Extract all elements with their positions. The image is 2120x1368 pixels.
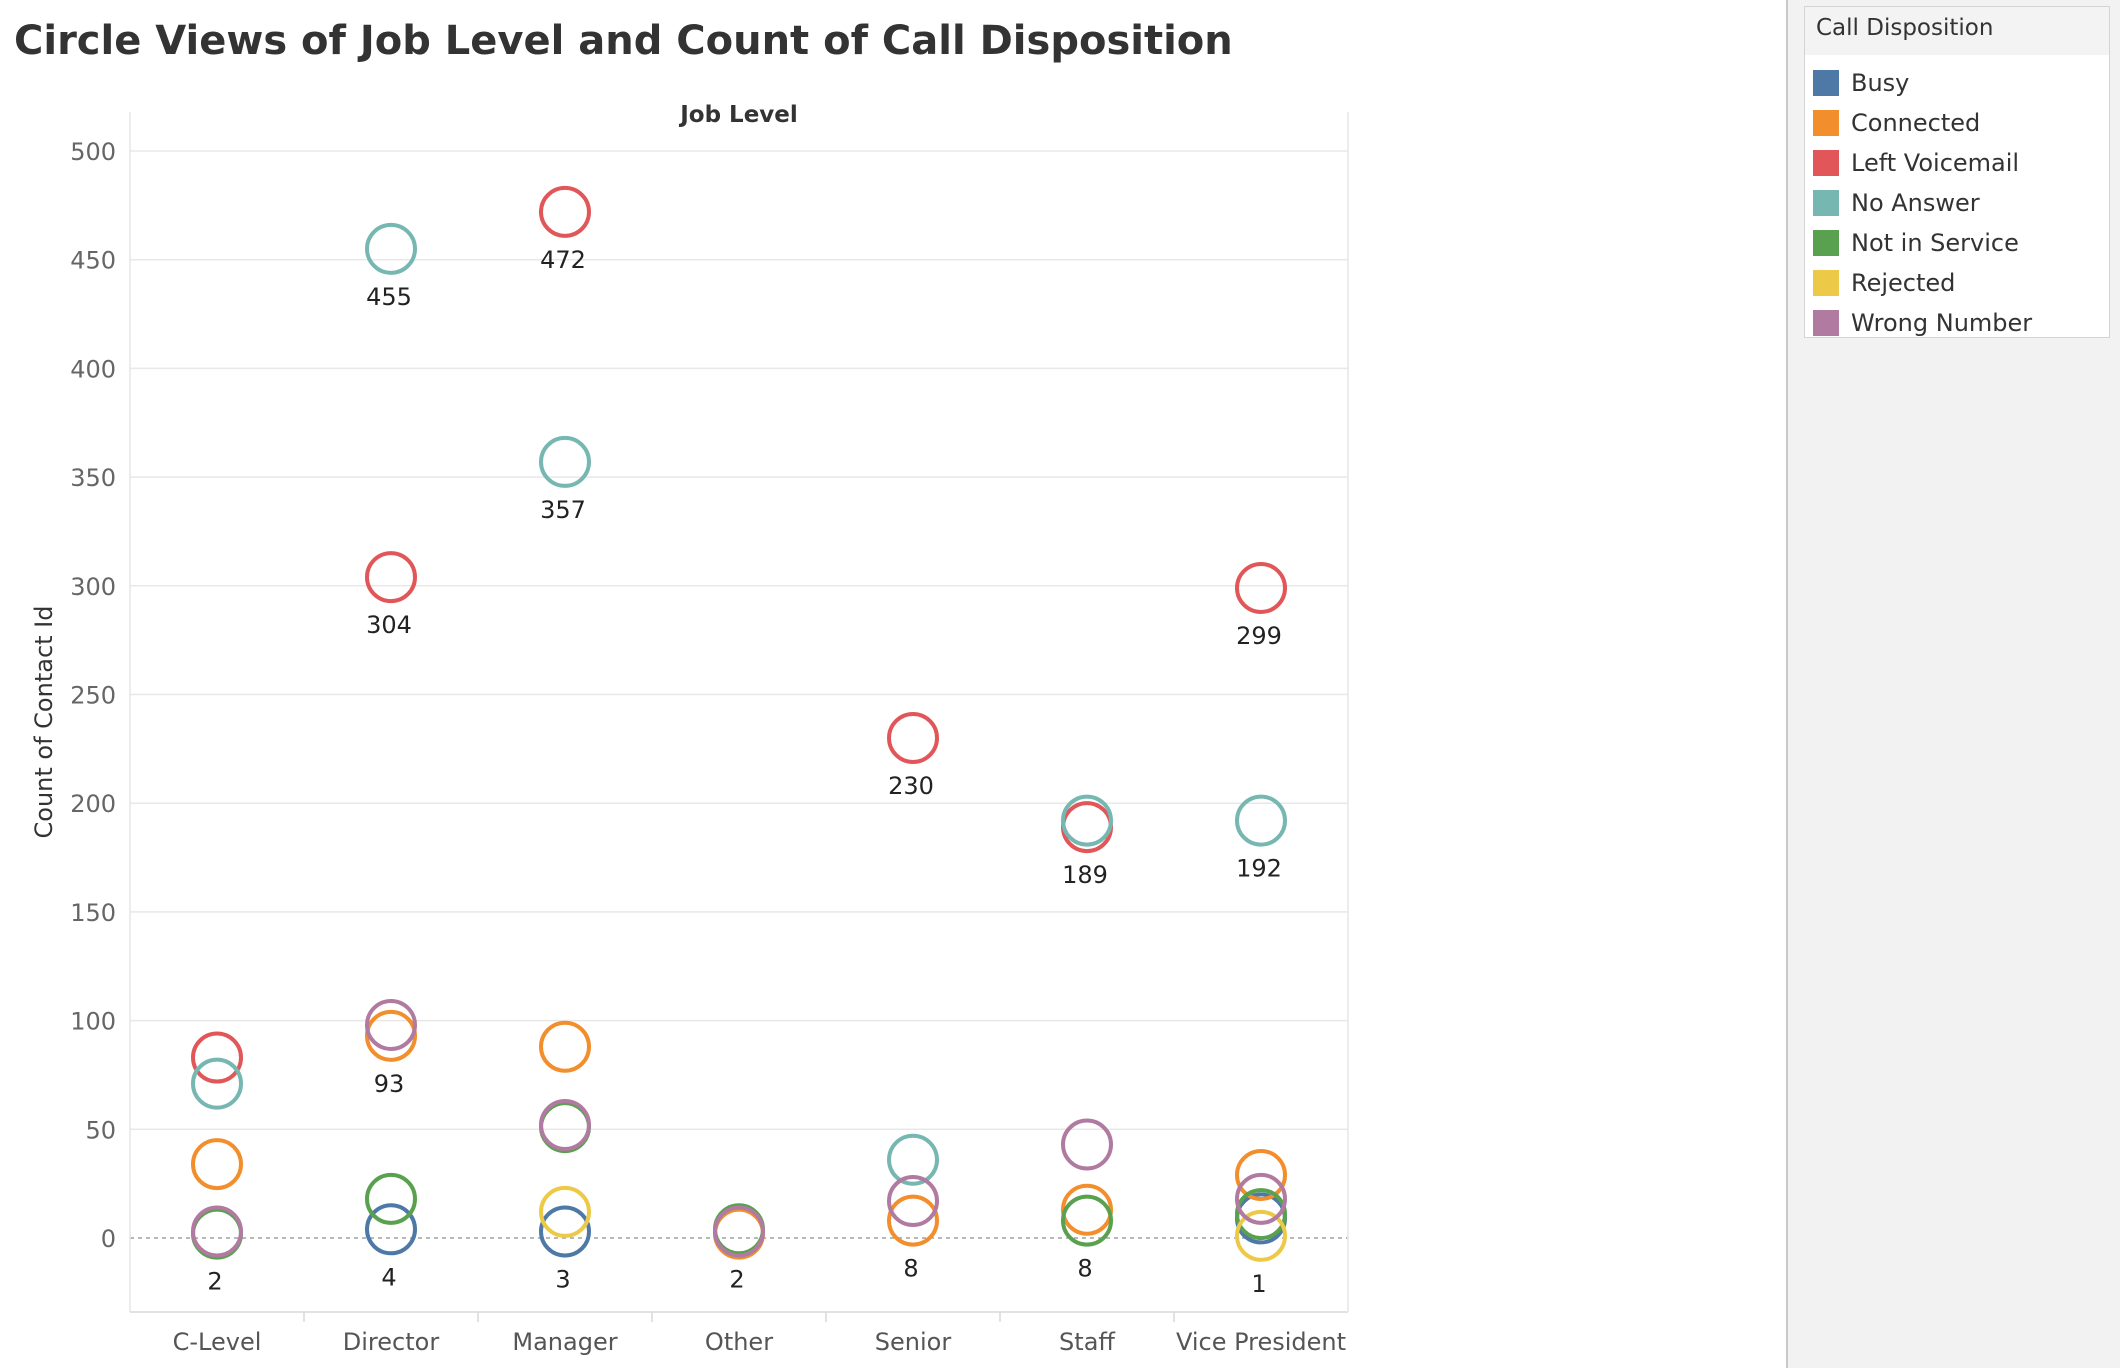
data-label-no-answer-vice-president: 192 xyxy=(1236,855,1282,883)
legend-title: Call Disposition xyxy=(1805,7,2109,55)
point-wrong-number-c-level xyxy=(191,1205,243,1258)
y-tick-label: 300 xyxy=(70,573,116,601)
legend-swatch xyxy=(1813,190,1839,216)
x-tick-label-manager: Manager xyxy=(512,1328,617,1356)
legend-label: Rejected xyxy=(1851,269,1956,297)
point-left-voicemail-senior xyxy=(887,711,939,764)
legend-item-wrong-number[interactable]: Wrong Number xyxy=(1813,303,2032,343)
y-tick-label: 350 xyxy=(70,464,116,492)
point-left-voicemail-c-level xyxy=(191,1031,243,1084)
point-busy-director xyxy=(365,1203,417,1256)
legend-swatch xyxy=(1813,310,1839,336)
legend-item-connected[interactable]: Connected xyxy=(1813,103,2032,143)
point-wrong-number-staff xyxy=(1061,1118,1113,1171)
point-rejected-manager xyxy=(539,1185,591,1238)
point-connected-staff xyxy=(1061,1183,1113,1236)
data-label-left-voicemail-staff: 189 xyxy=(1062,861,1108,889)
chart-title: Circle Views of Job Level and Count of C… xyxy=(14,18,1233,64)
legend-label: Left Voicemail xyxy=(1851,149,2020,177)
point-wrong-number-vice-president xyxy=(1235,1172,1287,1225)
scatter-chart: 0 50 100 150 200 250 300 350 400 450 500 C-Level Dir… xyxy=(30,102,1349,1356)
point-connected-manager xyxy=(539,1020,591,1073)
legend-label: Busy xyxy=(1851,69,1910,97)
y-tick-label: 400 xyxy=(70,355,116,383)
y-tick-label: 0 xyxy=(101,1225,116,1253)
legend-item-rejected[interactable]: Rejected xyxy=(1813,263,2032,303)
legend-label: No Answer xyxy=(1851,189,1980,217)
point-left-voicemail-director xyxy=(365,551,417,604)
point-no-answer-manager xyxy=(539,435,591,488)
data-label-not-in-service-staff: 8 xyxy=(1077,1255,1092,1283)
point-no-answer-vice-president xyxy=(1235,794,1287,847)
legend-swatch xyxy=(1813,270,1839,296)
x-tick-label-vice-president: Vice President xyxy=(1176,1328,1346,1356)
point-wrong-number-director xyxy=(365,998,417,1051)
legend-item-no-answer[interactable]: No Answer xyxy=(1813,183,2032,223)
data-label-left-voicemail-manager: 472 xyxy=(540,246,586,274)
data-label-connected-director: 93 xyxy=(374,1070,405,1098)
point-connected-senior xyxy=(887,1194,939,1247)
data-label-not-in-service-c-level: 2 xyxy=(207,1268,222,1296)
x-tick-label-senior: Senior xyxy=(875,1328,952,1356)
legend-label: Connected xyxy=(1851,109,1981,137)
y-tick-label: 450 xyxy=(70,247,116,275)
legend[interactable]: Call Disposition Busy Connected Left Voice… xyxy=(1804,6,2110,338)
x-tick-label-staff: Staff xyxy=(1059,1328,1115,1356)
point-no-answer-c-level xyxy=(191,1057,243,1110)
data-label-no-answer-manager: 357 xyxy=(540,496,586,524)
x-tick-label-other: Other xyxy=(705,1328,773,1356)
legend-item-not-in-service[interactable]: Not in Service xyxy=(1813,223,2032,263)
data-label-busy-manager: 3 xyxy=(555,1265,570,1293)
point-connected-director xyxy=(365,1009,417,1062)
legend-swatch xyxy=(1813,110,1839,136)
legend-label: Wrong Number xyxy=(1851,309,2033,337)
legend-swatch xyxy=(1813,230,1839,256)
point-busy-manager xyxy=(539,1205,591,1258)
point-not-in-service-director xyxy=(365,1172,417,1225)
point-wrong-number-senior xyxy=(887,1175,939,1228)
x-tick-label-c-level: C-Level xyxy=(173,1328,262,1356)
legend-panel: Call Disposition Busy Connected Left Voice… xyxy=(1786,0,2120,1368)
point-not-in-service-staff xyxy=(1061,1194,1113,1247)
data-label-rejected-vice-president: 1 xyxy=(1251,1270,1266,1298)
data-label-connected-senior: 8 xyxy=(903,1255,918,1283)
point-left-voicemail-vice-president xyxy=(1235,561,1287,614)
x-tick-label-director: Director xyxy=(343,1328,440,1356)
data-label-left-voicemail-senior: 230 xyxy=(888,772,934,800)
point-wrong-number-manager xyxy=(539,1098,591,1151)
data-label-left-voicemail-vice-president: 299 xyxy=(1236,622,1282,650)
x-axis-title: Job Level xyxy=(678,102,798,128)
point-not-in-service-vice-president xyxy=(1235,1188,1287,1241)
y-tick-label: 200 xyxy=(70,790,116,818)
y-tick-label: 150 xyxy=(70,899,116,927)
point-no-answer-senior xyxy=(887,1133,939,1186)
data-label-left-voicemail-director: 304 xyxy=(366,611,412,639)
point-left-voicemail-manager xyxy=(539,185,591,238)
point-connected-c-level xyxy=(191,1138,243,1191)
data-label-wrong-number-other: 2 xyxy=(729,1265,744,1293)
legend-swatch xyxy=(1813,70,1839,96)
point-no-answer-director xyxy=(365,222,417,275)
data-label-busy-director: 4 xyxy=(381,1263,396,1291)
point-rejected-vice-president xyxy=(1235,1209,1287,1262)
y-tick-label: 100 xyxy=(70,1008,116,1036)
y-axis-title: Count of Contact Id xyxy=(30,606,58,839)
legend-item-busy[interactable]: Busy xyxy=(1813,63,2032,103)
y-tick-label: 500 xyxy=(70,138,116,166)
y-tick-label: 50 xyxy=(85,1116,116,1144)
point-no-answer-staff xyxy=(1061,794,1113,847)
legend-item-left-voicemail[interactable]: Left Voicemail xyxy=(1813,143,2032,183)
legend-label: Not in Service xyxy=(1851,229,2019,257)
legend-swatch xyxy=(1813,150,1839,176)
y-tick-label: 250 xyxy=(70,682,116,710)
legend-items: Busy Connected Left Voicemail No Answer Not … xyxy=(1813,63,2032,343)
point-connected-vice-president xyxy=(1235,1148,1287,1201)
data-label-no-answer-director: 455 xyxy=(366,283,412,311)
point-wrong-number-other xyxy=(713,1205,765,1258)
